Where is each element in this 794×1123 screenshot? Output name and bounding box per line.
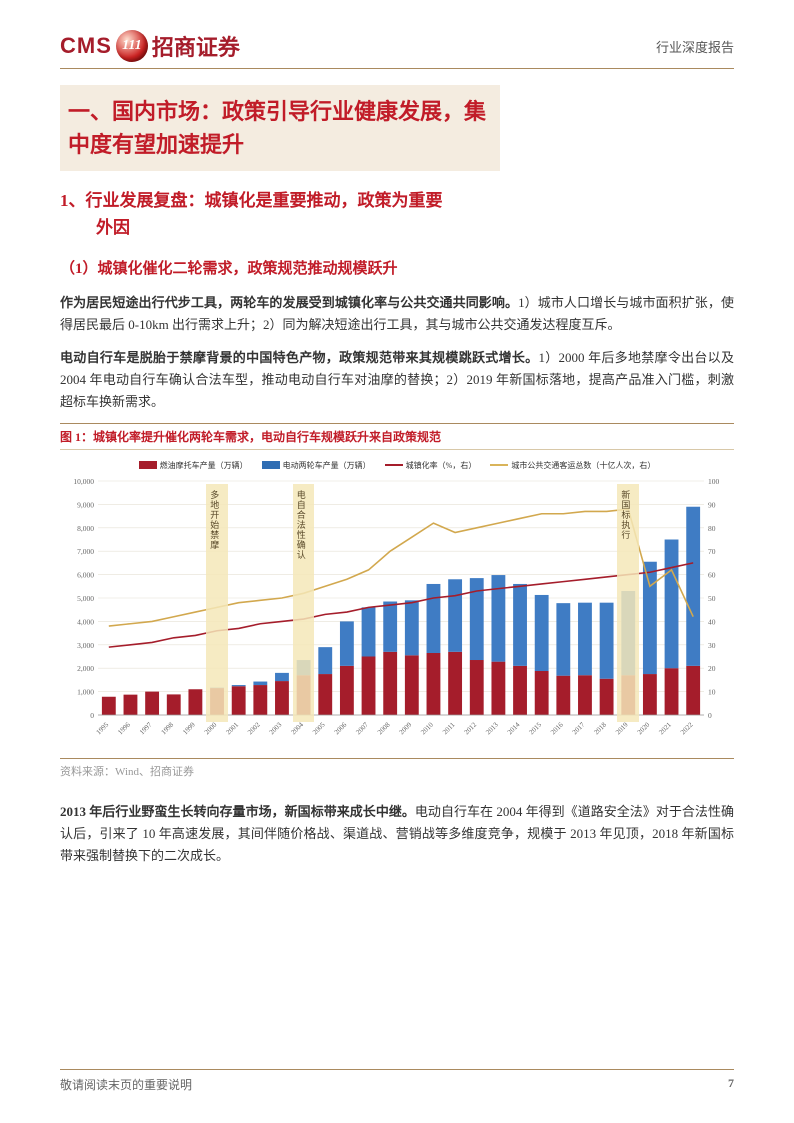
- svg-text:1996: 1996: [116, 720, 132, 736]
- chart-figure: 燃油摩托车产量（万辆）电动两轮车产量（万辆）城镇化率（%，右）城市公共交通客运总…: [60, 456, 734, 756]
- svg-text:6,000: 6,000: [77, 570, 94, 579]
- h2-line2: 外因: [60, 214, 500, 241]
- svg-text:0: 0: [708, 711, 712, 720]
- p1-bold: 作为居民短途出行代步工具，两轮车的发展受到城镇化率与公共交通共同影响。: [60, 295, 518, 310]
- svg-text:2000: 2000: [203, 720, 219, 736]
- svg-text:2006: 2006: [333, 720, 349, 736]
- svg-text:2007: 2007: [354, 720, 370, 736]
- p3-bold: 2013 年后行业野蛮生长转向存量市场，新国标带来成长中继。: [60, 804, 415, 819]
- svg-text:2012: 2012: [463, 720, 479, 736]
- svg-text:5,000: 5,000: [77, 594, 94, 603]
- svg-text:1995: 1995: [95, 720, 111, 736]
- svg-text:2013: 2013: [484, 720, 500, 736]
- svg-text:2003: 2003: [268, 720, 284, 736]
- svg-text:1997: 1997: [138, 720, 154, 736]
- svg-text:70: 70: [708, 547, 716, 556]
- svg-text:2004: 2004: [289, 720, 305, 736]
- svg-text:2016: 2016: [549, 720, 565, 736]
- svg-text:2005: 2005: [311, 720, 327, 736]
- svg-text:8,000: 8,000: [77, 524, 94, 533]
- svg-text:100: 100: [708, 477, 720, 486]
- paragraph-2: 电动自行车是脱胎于禁摩背景的中国特色产物，政策规范带来其规模跳跃式增长。1）20…: [60, 347, 734, 413]
- svg-text:30: 30: [708, 641, 716, 650]
- chart-annotation-text: 电自合法性确认: [295, 490, 308, 560]
- svg-text:2017: 2017: [571, 720, 587, 736]
- svg-text:2022: 2022: [679, 720, 695, 736]
- chart-annotation-text: 多地开始禁摩: [208, 490, 221, 550]
- logo: CMS 111 招商证券: [60, 30, 240, 62]
- page-number: 7: [728, 1076, 734, 1093]
- chart-title: 图 1：城镇化率提升催化两轮车需求，电动自行车规模跃升来自政策规范: [60, 423, 734, 450]
- section-heading-1: 一、国内市场：政策引导行业健康发展，集中度有望加速提升: [60, 85, 500, 171]
- svg-text:9,000: 9,000: [77, 500, 94, 509]
- svg-text:3,000: 3,000: [77, 641, 94, 650]
- logo-cn: 招商证券: [152, 30, 240, 62]
- svg-text:40: 40: [708, 617, 716, 626]
- svg-text:2021: 2021: [657, 720, 673, 736]
- svg-text:7,000: 7,000: [77, 547, 94, 556]
- svg-text:90: 90: [708, 500, 716, 509]
- logo-en: CMS: [60, 33, 112, 59]
- section-heading-2: 1、行业发展复盘：城镇化是重要推动，政策为重要 外因: [60, 187, 500, 241]
- svg-text:4,000: 4,000: [77, 617, 94, 626]
- svg-text:2015: 2015: [528, 720, 544, 736]
- chart-legend: 燃油摩托车产量（万辆）电动两轮车产量（万辆）城镇化率（%，右）城市公共交通客运总…: [60, 456, 734, 475]
- svg-text:1999: 1999: [181, 720, 197, 736]
- svg-text:0: 0: [90, 711, 94, 720]
- svg-text:50: 50: [708, 594, 716, 603]
- page-footer: 敬请阅读末页的重要说明 7: [60, 1069, 734, 1093]
- svg-text:2014: 2014: [506, 720, 522, 736]
- footer-note: 敬请阅读末页的重要说明: [60, 1076, 192, 1093]
- paragraph-3: 2013 年后行业野蛮生长转向存量市场，新国标带来成长中继。电动自行车在 200…: [60, 801, 734, 867]
- svg-text:10: 10: [708, 687, 716, 696]
- svg-text:2011: 2011: [441, 720, 457, 736]
- report-type-label: 行业深度报告: [656, 37, 734, 56]
- chart-annotation-text: 新国标执行: [619, 490, 632, 540]
- svg-text:2008: 2008: [376, 720, 392, 736]
- page-header: CMS 111 招商证券 行业深度报告: [60, 30, 734, 69]
- svg-text:2020: 2020: [636, 720, 652, 736]
- logo-badge-icon: 111: [116, 30, 148, 62]
- svg-text:10,000: 10,000: [73, 477, 94, 486]
- svg-text:20: 20: [708, 664, 716, 673]
- svg-text:2001: 2001: [225, 720, 241, 736]
- svg-text:2002: 2002: [246, 720, 262, 736]
- svg-text:2019: 2019: [614, 720, 630, 736]
- svg-text:2009: 2009: [398, 720, 414, 736]
- svg-text:60: 60: [708, 570, 716, 579]
- chart-source: 资料来源：Wind、招商证券: [60, 758, 734, 779]
- section-heading-3: （1）城镇化催化二轮需求，政策规范推动规模跃升: [60, 257, 734, 278]
- paragraph-1: 作为居民短途出行代步工具，两轮车的发展受到城镇化率与公共交通共同影响。1）城市人…: [60, 292, 734, 336]
- svg-text:80: 80: [708, 524, 716, 533]
- svg-text:2018: 2018: [592, 720, 608, 736]
- svg-text:2010: 2010: [419, 720, 435, 736]
- svg-text:2,000: 2,000: [77, 664, 94, 673]
- h2-line1: 1、行业发展复盘：城镇化是重要推动，政策为重要: [60, 191, 443, 210]
- svg-text:1998: 1998: [160, 720, 176, 736]
- p2-bold: 电动自行车是脱胎于禁摩背景的中国特色产物，政策规范带来其规模跳跃式增长。: [60, 350, 538, 365]
- svg-text:1,000: 1,000: [77, 687, 94, 696]
